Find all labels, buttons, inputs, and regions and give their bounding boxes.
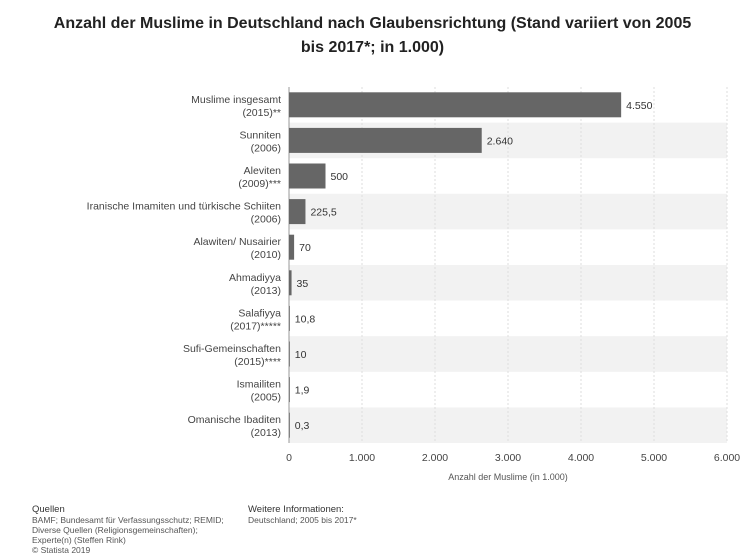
category-label-line: Omanische Ibaditen bbox=[188, 414, 282, 426]
category-label: Sunniten (2006) bbox=[240, 129, 282, 154]
category-label-line: Salafiyya bbox=[238, 307, 281, 319]
copyright: © Statista 2019 bbox=[32, 545, 91, 555]
category-label-line: (2015)** bbox=[242, 107, 281, 119]
x-tick-label: 1.000 bbox=[349, 452, 375, 464]
category-label: Omanische Ibaditen (2013) bbox=[188, 414, 282, 439]
category-label-line: (2006) bbox=[251, 142, 281, 154]
value-label: 35 bbox=[297, 278, 309, 290]
sources-line: BAMF; Bundesamt für Verfassungsschutz; R… bbox=[32, 515, 224, 525]
category-label-line: (2013) bbox=[251, 427, 281, 439]
x-axis-title: Anzahl der Muslime (in 1.000) bbox=[448, 472, 568, 482]
bar bbox=[289, 270, 292, 296]
x-tick-label: 5.000 bbox=[641, 452, 667, 464]
value-label: 500 bbox=[331, 171, 349, 183]
value-label: 225,5 bbox=[310, 207, 336, 219]
category-label: Ismailiten (2005) bbox=[237, 379, 282, 404]
category-label-line: Ismailiten bbox=[237, 379, 282, 391]
category-label-line: (2015)**** bbox=[234, 356, 281, 368]
category-label-line: Sufi-Gemeinschaften bbox=[183, 343, 281, 355]
category-label-line: Muslime insgesamt bbox=[191, 94, 281, 106]
category-label-line: Sunniten bbox=[240, 129, 282, 141]
bar bbox=[289, 341, 290, 367]
category-label: Iranische Imamiten und türkische Schiite… bbox=[87, 201, 282, 226]
chart-title: Anzahl der Muslime in Deutschland nach G… bbox=[53, 15, 692, 56]
category-label-line: (2013) bbox=[251, 285, 281, 297]
info-line: Deutschland; 2005 bis 2017* bbox=[248, 515, 357, 525]
info-heading: Weitere Informationen: bbox=[248, 504, 344, 515]
category-label: Alawiten/ Nusairier (2010) bbox=[193, 236, 281, 261]
sources-heading: Quellen bbox=[32, 504, 65, 515]
bars bbox=[289, 92, 622, 438]
value-label: 1,9 bbox=[295, 385, 310, 397]
x-tick-label: 3.000 bbox=[495, 452, 521, 464]
sources-block: Quellen BAMF; Bundesamt für Verfassungss… bbox=[32, 504, 224, 556]
x-tick-labels: 0 1.000 2.000 3.000 4.000 5.000 6.000 bbox=[286, 452, 740, 464]
bar bbox=[289, 199, 306, 225]
bar bbox=[289, 127, 482, 153]
category-label-line: Iranische Imamiten und türkische Schiite… bbox=[87, 201, 282, 213]
category-label-line: Ahmadiyya bbox=[229, 272, 281, 284]
category-label-line: (2005) bbox=[251, 392, 281, 404]
value-label: 10 bbox=[295, 349, 307, 361]
value-labels: 4.550 2.640 500 225,5 70 35 10,8 10 1,9 0,3 bbox=[295, 100, 653, 432]
row-band bbox=[289, 265, 727, 301]
category-labels: Muslime insgesamt (2015)**Sunniten (2006)A… bbox=[87, 94, 282, 439]
category-label-line: (2009)*** bbox=[238, 178, 281, 190]
sources-line: Diverse Quellen (Religionsgemeinschaften… bbox=[32, 525, 198, 535]
bar bbox=[289, 163, 326, 189]
bar bbox=[289, 92, 622, 118]
value-label: 10,8 bbox=[295, 313, 316, 325]
row-bands bbox=[289, 122, 727, 443]
info-block: Weitere Informationen: Deutschland; 2005… bbox=[248, 504, 357, 526]
x-tick-label: 4.000 bbox=[568, 452, 594, 464]
value-label: 2.640 bbox=[487, 135, 513, 147]
category-label-line: Alawiten/ Nusairier bbox=[193, 236, 281, 248]
category-label: Ahmadiyya (2013) bbox=[229, 272, 281, 297]
sources-line: Experte(n) (Steffen Rink) bbox=[32, 535, 126, 545]
category-label-line: (2006) bbox=[251, 214, 281, 226]
x-tick-label: 0 bbox=[286, 452, 292, 464]
category-label: Muslime insgesamt (2015)** bbox=[191, 94, 281, 119]
category-label-line: Aleviten bbox=[244, 165, 282, 177]
category-label: Aleviten (2009)*** bbox=[238, 165, 281, 190]
bar bbox=[289, 377, 290, 403]
row-band bbox=[289, 336, 727, 372]
value-label: 70 bbox=[299, 242, 311, 254]
category-label: Sufi-Gemeinschaften (2015)**** bbox=[183, 343, 281, 368]
category-label: Salafiyya (2017)***** bbox=[230, 307, 281, 332]
x-tick-label: 6.000 bbox=[714, 452, 740, 464]
bar-chart: Muslime insgesamt (2015)**Sunniten (2006)A… bbox=[87, 87, 740, 482]
bar bbox=[289, 234, 295, 260]
bar bbox=[289, 305, 290, 331]
row-band bbox=[289, 407, 727, 443]
category-label-line: (2010) bbox=[251, 249, 281, 261]
value-label: 0,3 bbox=[295, 420, 310, 432]
x-tick-label: 2.000 bbox=[422, 452, 448, 464]
category-label-line: (2017)***** bbox=[230, 320, 281, 332]
bar bbox=[289, 412, 290, 438]
value-label: 4.550 bbox=[626, 100, 652, 112]
